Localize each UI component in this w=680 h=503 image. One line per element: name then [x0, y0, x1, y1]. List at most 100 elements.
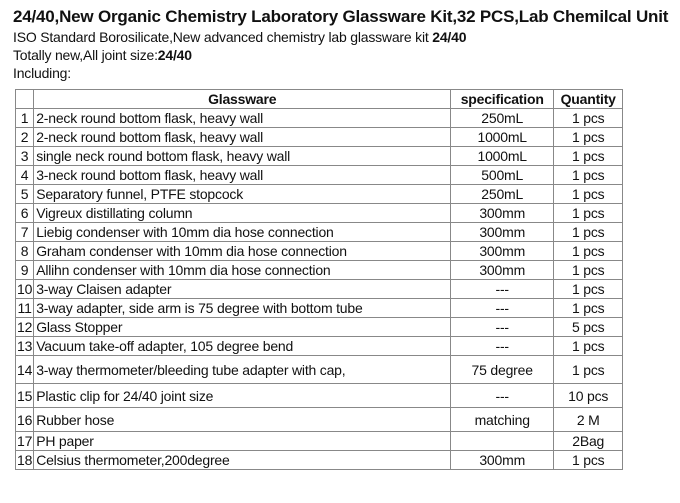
cell-glassware: 3-neck round bottom flask, heavy wall [33, 165, 452, 185]
cell-quantity: 1 pcs [553, 355, 624, 384]
cell-specification: --- [450, 317, 555, 337]
cell-glassware: PH paper [33, 431, 452, 451]
cell-number: 8 [14, 241, 35, 261]
cell-number: 1 [14, 108, 35, 128]
cell-quantity: 1 pcs [553, 222, 624, 242]
cell-specification: 300mm [450, 260, 555, 280]
cell-number: 9 [14, 260, 35, 280]
cell-specification: 250mL [450, 108, 555, 128]
cell-number: 6 [14, 203, 35, 223]
cell-quantity: 1 pcs [553, 298, 624, 318]
cell-specification: 300mm [450, 222, 555, 242]
cell-glassware: Plastic clip for 24/40 joint size [33, 383, 452, 408]
cell-glassware: Liebig condenser with 10mm dia hose conn… [33, 222, 452, 242]
cell-specification: 1000mL [450, 146, 555, 166]
header-glassware: Glassware [33, 89, 452, 109]
header-block: 24/40,New Organic Chemistry Laboratory G… [13, 6, 668, 82]
cell-number: 17 [14, 431, 35, 451]
cell-specification: 300mm [450, 450, 555, 470]
cell-glassware: single neck round bottom flask, heavy wa… [33, 146, 452, 166]
cell-number: 14 [14, 355, 35, 384]
cell-glassware: 3-way adapter, side arm is 75 degree wit… [33, 298, 452, 318]
cell-quantity: 1 pcs [553, 127, 624, 147]
cell-glassware: Allihn condenser with 10mm dia hose conn… [33, 260, 452, 280]
cell-specification [450, 431, 555, 451]
cell-quantity: 1 pcs [553, 336, 624, 356]
header-number [14, 89, 35, 109]
table-row: 17 PH paper 2Bag [14, 431, 624, 451]
table-row: 5 Separatory funnel, PTFE stopcock 250mL 1 … [14, 184, 624, 204]
cell-specification: --- [450, 383, 555, 408]
cell-specification: 300mm [450, 241, 555, 261]
cell-number: 13 [14, 336, 35, 356]
cell-specification: 500mL [450, 165, 555, 185]
header-quantity: Quantity [553, 89, 624, 109]
glassware-table: Glassware specification Quantity 1 2-neck… [14, 89, 624, 470]
description-line-2: Totally new,All joint size:24/40 [13, 46, 668, 64]
cell-number: 15 [14, 383, 35, 408]
cell-glassware: Separatory funnel, PTFE stopcock [33, 184, 452, 204]
cell-glassware: Glass Stopper [33, 317, 452, 337]
cell-specification: 1000mL [450, 127, 555, 147]
cell-specification: --- [450, 336, 555, 356]
cell-number: 18 [14, 450, 35, 470]
cell-specification: 300mm [450, 203, 555, 223]
cell-specification: 75 degree [450, 355, 555, 384]
page-title: 24/40,New Organic Chemistry Laboratory G… [13, 7, 669, 26]
cell-quantity: 1 pcs [553, 279, 624, 299]
description-line-1: ISO Standard Borosilicate,New advanced c… [13, 28, 668, 46]
header-specification: specification [450, 89, 555, 109]
cell-glassware: Celsius thermometer,200degree [33, 450, 452, 470]
table-row: 2 2-neck round bottom flask, heavy wall 10… [14, 127, 624, 147]
cell-quantity: 1 pcs [553, 108, 624, 128]
cell-glassware: 3-way Claisen adapter [33, 279, 452, 299]
table-row: 15 Plastic clip for 24/40 joint size --- 10… [14, 383, 624, 408]
description-text: ISO Standard Borosilicate,New advanced c… [13, 29, 433, 45]
cell-quantity: 5 pcs [553, 317, 624, 337]
cell-quantity: 1 pcs [553, 146, 624, 166]
cell-specification: --- [450, 279, 555, 299]
cell-number: 7 [14, 222, 35, 242]
cell-quantity: 10 pcs [553, 383, 624, 408]
table-row: 6 Vigreux distillating column 300mm 1 pcs [14, 203, 624, 223]
cell-quantity: 1 pcs [553, 184, 624, 204]
cell-number: 4 [14, 165, 35, 185]
cell-glassware: Graham condenser with 10mm dia hose conn… [33, 241, 452, 261]
cell-glassware: Vacuum take-off adapter, 105 degree bend [33, 336, 452, 356]
table-row: 1 2-neck round bottom flask, heavy wall 25… [14, 108, 624, 128]
cell-specification: matching [450, 407, 555, 432]
cell-quantity: 2 M [553, 407, 624, 432]
cell-glassware: Rubber hose [33, 407, 452, 432]
table-header-row: Glassware specification Quantity [14, 89, 624, 109]
cell-glassware: Vigreux distillating column [33, 203, 452, 223]
cell-specification: --- [450, 298, 555, 318]
table-row: 10 3-way Claisen adapter --- 1 pcs [14, 279, 624, 299]
cell-number: 2 [14, 127, 35, 147]
cell-number: 11 [14, 298, 35, 318]
table-row: 7 Liebig condenser with 10mm dia hose con… [14, 222, 624, 242]
cell-number: 16 [14, 407, 35, 432]
cell-quantity: 1 pcs [553, 260, 624, 280]
cell-number: 12 [14, 317, 35, 337]
cell-number: 3 [14, 146, 35, 166]
table-row: 13 Vacuum take-off adapter, 105 degree be… [14, 336, 624, 356]
cell-glassware: 2-neck round bottom flask, heavy wall [33, 127, 452, 147]
table-row: 3 single neck round bottom flask, heavy w… [14, 146, 624, 166]
including-label: Including: [13, 65, 71, 81]
cell-number: 10 [14, 279, 35, 299]
table-row: 16 Rubber hose matching 2 M [14, 407, 624, 432]
cell-quantity: 2Bag [553, 431, 624, 451]
cell-quantity: 1 pcs [553, 241, 624, 261]
joint-size-bold: 24/40 [157, 47, 192, 63]
joint-size-bold: 24/40 [432, 29, 467, 45]
table-row: 8 Graham condenser with 10mm dia hose con… [14, 241, 624, 261]
table-row: 18 Celsius thermometer,200degree 300mm 1 pc… [14, 450, 624, 470]
cell-quantity: 1 pcs [553, 165, 624, 185]
table-row: 11 3-way adapter, side arm is 75 degree w… [14, 298, 624, 318]
cell-specification: 250mL [450, 184, 555, 204]
table-row: 12 Glass Stopper --- 5 pcs [14, 317, 624, 337]
table-row: 4 3-neck round bottom flask, heavy wall 50… [14, 165, 624, 185]
cell-glassware: 2-neck round bottom flask, heavy wall [33, 108, 452, 128]
description-text: Totally new,All joint size: [13, 47, 158, 63]
cell-number: 5 [14, 184, 35, 204]
